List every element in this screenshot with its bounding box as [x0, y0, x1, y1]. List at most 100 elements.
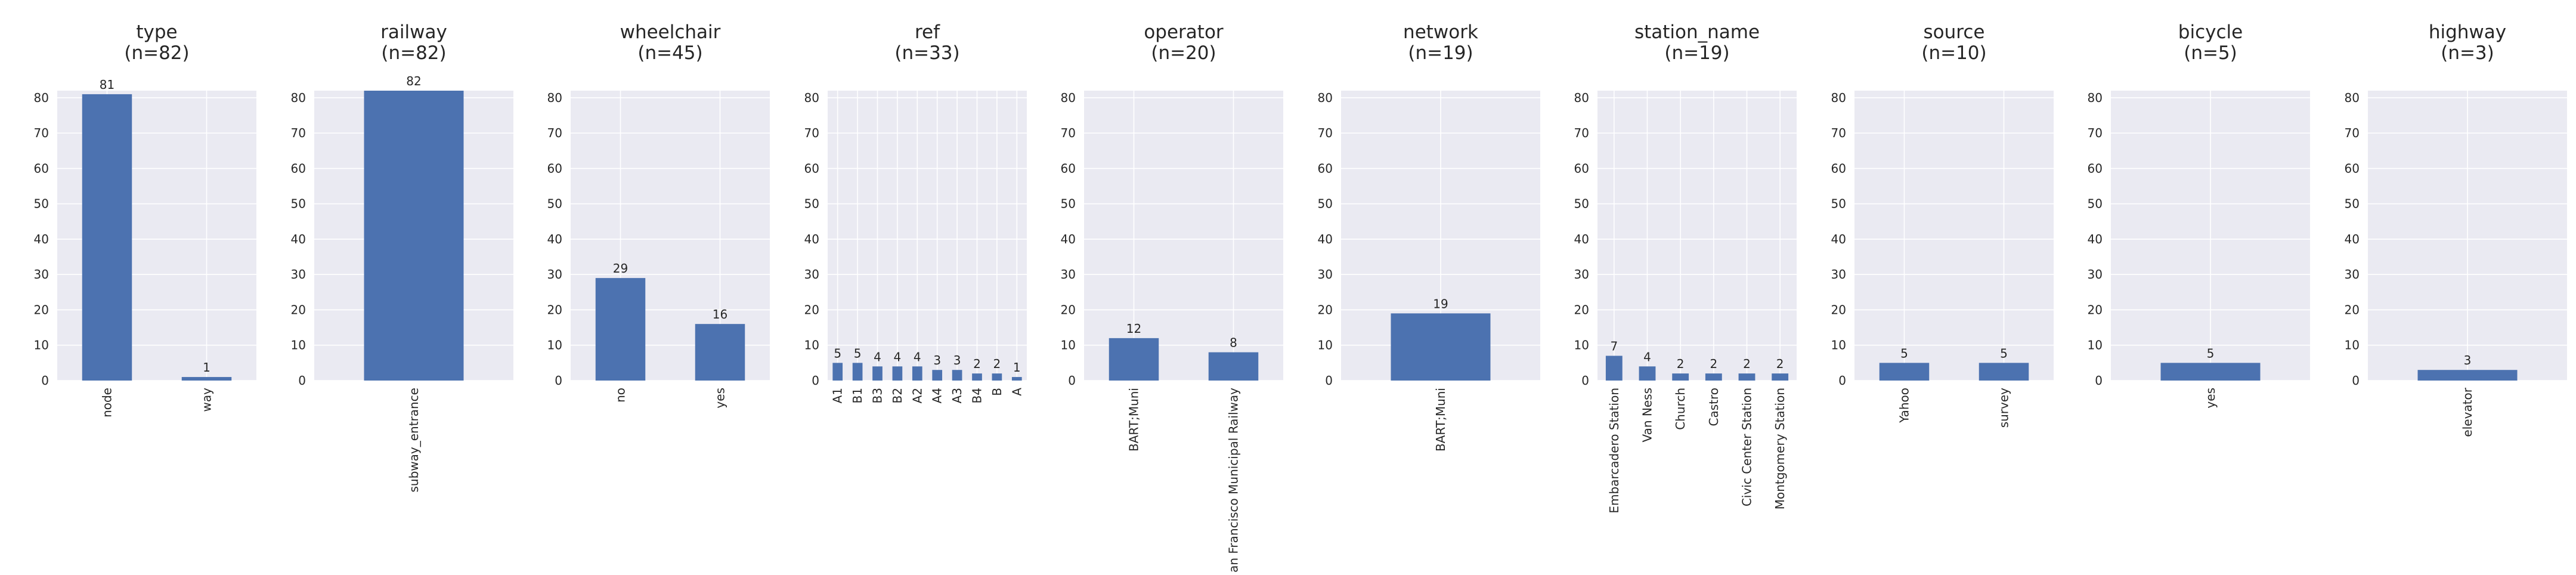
- bar: [872, 366, 883, 381]
- bar: [1772, 373, 1789, 381]
- x-tick-label: survey: [1997, 388, 2011, 428]
- x-tick-label: Van Ness: [1640, 388, 1655, 443]
- y-tick-label: 60: [804, 161, 819, 175]
- y-tick-label: 80: [291, 91, 306, 105]
- subplot-3: 01020304050607080ref(n=33)5A15B14B34B24A…: [804, 21, 1027, 403]
- subplot-title: railway: [380, 21, 447, 43]
- y-tick-label: 70: [1574, 126, 1589, 140]
- x-tick-label: A3: [950, 388, 964, 403]
- y-tick-label: 50: [291, 197, 306, 211]
- x-tick-label: elevator: [2460, 387, 2475, 437]
- x-tick-label: BART;Muni: [1127, 388, 1141, 452]
- data-label: 16: [713, 307, 727, 321]
- y-tick-label: 40: [804, 232, 819, 246]
- y-tick-label: 60: [2088, 161, 2103, 175]
- y-tick-label: 20: [1061, 302, 1076, 317]
- subplot-title: station_name: [1634, 21, 1760, 43]
- y-tick-label: 60: [547, 161, 562, 175]
- x-tick-label: B2: [890, 388, 905, 403]
- subplot-title: ref: [915, 21, 940, 43]
- y-tick-label: 70: [1318, 126, 1333, 140]
- data-label: 5: [854, 346, 862, 360]
- y-tick-label: 0: [1838, 373, 1846, 388]
- bar: [2417, 370, 2518, 381]
- y-tick-label: 50: [1061, 197, 1076, 211]
- subplot-title: source: [1924, 21, 1985, 43]
- y-tick-label: 0: [812, 373, 819, 388]
- y-tick-label: 80: [1574, 91, 1589, 105]
- subplot-9: 0 10 20 30 40 50 60 70 80 highway(n=3) 3 elevator: [2345, 21, 2567, 437]
- subplot-title: (n=82): [124, 42, 189, 64]
- y-tick-label: 60: [291, 161, 306, 175]
- data-label: 81: [100, 78, 114, 92]
- data-label: 1: [1013, 360, 1021, 375]
- subplot-title: type: [136, 21, 177, 43]
- data-label: 2: [993, 357, 1001, 371]
- y-tick-label: 50: [547, 197, 562, 211]
- x-tick-label: B3: [871, 388, 885, 403]
- bar: [1705, 373, 1722, 381]
- subplot-title: highway: [2429, 21, 2506, 43]
- y-tick-label: 30: [547, 267, 562, 282]
- bar: [892, 366, 903, 381]
- x-tick-label: way: [200, 388, 214, 412]
- subplot-title: (n=3): [2441, 42, 2494, 64]
- subplot-title: (n=19): [1408, 42, 1473, 64]
- data-label: 5: [2207, 346, 2215, 360]
- x-tick-label: yes: [713, 388, 727, 409]
- x-tick-label: Montgomery Station: [1773, 388, 1787, 509]
- y-tick-label: 70: [1831, 126, 1846, 140]
- data-label: 4: [914, 350, 921, 364]
- plot-area: [1084, 91, 1283, 381]
- data-label: 2: [1776, 357, 1784, 371]
- data-label: 2: [973, 357, 981, 371]
- data-label: 1: [203, 360, 210, 375]
- y-tick-label: 70: [547, 126, 562, 140]
- bar: [1208, 352, 1259, 381]
- bar: [364, 91, 464, 381]
- x-tick-label: subway_entrance: [407, 388, 421, 493]
- y-tick-label: 80: [804, 91, 819, 105]
- y-tick-label: 50: [1574, 197, 1589, 211]
- plot-area: [1597, 91, 1797, 381]
- y-tick-label: 70: [2345, 126, 2360, 140]
- data-label: 7: [1610, 339, 1618, 354]
- bar: [181, 377, 232, 381]
- y-tick-label: 30: [1318, 267, 1333, 282]
- y-tick-label: 30: [804, 267, 819, 282]
- subplot-title: (n=20): [1151, 42, 1216, 64]
- bar: [1605, 355, 1623, 381]
- y-tick-label: 50: [1318, 197, 1333, 211]
- y-tick-label: 20: [1831, 302, 1846, 317]
- bar: [912, 366, 922, 381]
- bar: [2160, 363, 2261, 381]
- y-tick-label: 30: [2345, 267, 2360, 282]
- bar: [1979, 363, 2029, 381]
- bar: [1879, 363, 1930, 381]
- data-label: 82: [406, 74, 421, 88]
- subplot-title: wheelchair: [620, 21, 721, 43]
- subplot-title: network: [1403, 21, 1478, 43]
- y-tick-label: 60: [1318, 161, 1333, 175]
- bar: [992, 373, 1002, 381]
- y-tick-label: 0: [1068, 373, 1076, 388]
- subplot-5: 0 10 20 30 40 50 60 70 80 network(n=19) 19 BART;Mun…: [1318, 21, 1540, 452]
- y-tick-label: 20: [2088, 302, 2103, 317]
- x-tick-label: B1: [850, 388, 865, 403]
- y-tick-label: 10: [1061, 338, 1076, 353]
- data-label: 4: [894, 350, 902, 364]
- y-tick-label: 60: [1574, 161, 1589, 175]
- x-tick-label: Civic Center Station: [1740, 388, 1754, 506]
- y-tick-label: 40: [34, 232, 49, 246]
- x-tick-label: San Francisco Municipal Railway: [1227, 388, 1241, 573]
- subplot-0: 0 10 20 30 40 50 60 70 80 type(n=82) 81 node 1 way: [34, 21, 256, 418]
- subplot-title: (n=19): [1664, 42, 1729, 64]
- data-label: 2: [1677, 357, 1685, 371]
- y-tick-label: 10: [2345, 338, 2360, 353]
- bar: [82, 94, 132, 381]
- plot-area: [1854, 91, 2054, 381]
- subplot-title: (n=5): [2184, 42, 2237, 64]
- y-tick-label: 20: [2345, 302, 2360, 317]
- subplot-title: operator: [1144, 21, 1224, 43]
